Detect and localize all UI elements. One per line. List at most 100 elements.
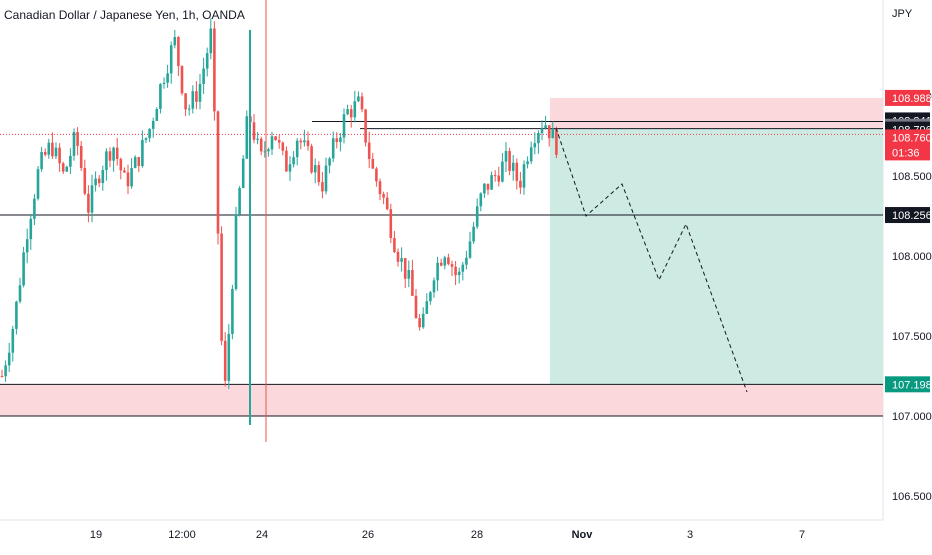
candle-body bbox=[119, 159, 123, 171]
candle-body bbox=[511, 162, 515, 171]
candle-body bbox=[313, 165, 317, 173]
symbol-legend: Canadian Dollar / Japanese Yen, 1h, OAND… bbox=[4, 8, 245, 22]
candle-body bbox=[61, 163, 65, 172]
candle-body bbox=[184, 93, 187, 110]
candle-body bbox=[447, 257, 450, 265]
candle-body bbox=[367, 142, 371, 159]
candle-body bbox=[277, 140, 281, 143]
candle-body bbox=[493, 175, 497, 177]
candle-body bbox=[234, 214, 238, 290]
price-label: 107.198 bbox=[892, 379, 932, 391]
candle-body bbox=[547, 125, 551, 139]
candle-body bbox=[429, 292, 432, 302]
candle-body bbox=[7, 352, 11, 366]
candle-body bbox=[123, 170, 126, 173]
candle-body bbox=[238, 188, 241, 215]
candle-body bbox=[159, 84, 162, 110]
candle-body bbox=[479, 193, 483, 207]
candle-body bbox=[43, 151, 47, 155]
candle-body bbox=[202, 68, 205, 85]
candle-body bbox=[468, 241, 472, 258]
support-zone bbox=[0, 384, 883, 416]
candle-body bbox=[108, 151, 112, 161]
candle-body bbox=[292, 157, 295, 165]
x-tick-label: Nov bbox=[572, 529, 594, 541]
candle-body bbox=[151, 120, 155, 129]
candle-body bbox=[288, 164, 292, 172]
candle-body bbox=[166, 73, 169, 83]
candle-body bbox=[472, 226, 475, 242]
price-label-box bbox=[885, 207, 930, 224]
candle-body bbox=[436, 262, 439, 281]
candle-body bbox=[241, 158, 245, 189]
candle-body bbox=[115, 147, 119, 160]
candle-body bbox=[457, 271, 461, 276]
y-tick-label: 107.000 bbox=[892, 411, 932, 423]
candle-body bbox=[375, 168, 378, 182]
candle-body bbox=[454, 266, 457, 276]
candle-body bbox=[65, 166, 69, 172]
candle-body bbox=[533, 143, 537, 148]
candles bbox=[0, 18, 558, 389]
candle-body bbox=[357, 96, 360, 102]
candle-body bbox=[83, 167, 87, 194]
position-target-zone bbox=[550, 128, 883, 385]
candle-body bbox=[385, 197, 389, 210]
candle-body bbox=[29, 218, 33, 240]
candle-body bbox=[303, 140, 306, 143]
candle-body bbox=[101, 170, 105, 184]
candle-body bbox=[72, 132, 76, 156]
candle-body bbox=[544, 125, 547, 129]
candle-body bbox=[382, 194, 385, 198]
candle-body bbox=[414, 295, 418, 319]
candle-body bbox=[439, 262, 443, 266]
candle-body bbox=[126, 172, 130, 187]
candle-body bbox=[270, 136, 274, 150]
candle-body bbox=[105, 151, 108, 171]
projected-path bbox=[555, 127, 748, 393]
candle-body bbox=[335, 138, 339, 143]
candle-body bbox=[252, 122, 256, 140]
candle-body bbox=[263, 151, 267, 153]
candle-body bbox=[173, 37, 177, 46]
candle-body bbox=[339, 137, 342, 143]
candle-body bbox=[328, 158, 331, 166]
candle-body bbox=[130, 167, 133, 187]
candle-body bbox=[220, 233, 223, 341]
candle-body bbox=[432, 280, 436, 293]
candle-body bbox=[177, 37, 180, 67]
candle-body bbox=[450, 264, 454, 267]
candle-body bbox=[353, 101, 357, 118]
candle-body bbox=[371, 158, 375, 169]
y-tick-label: 106.500 bbox=[892, 491, 932, 503]
candle-body bbox=[76, 132, 79, 146]
candle-body bbox=[141, 139, 144, 167]
x-tick-label: 7 bbox=[799, 529, 805, 541]
x-tick-label: 3 bbox=[687, 529, 693, 541]
x-tick-label: 24 bbox=[256, 529, 268, 541]
candle-body bbox=[162, 82, 166, 85]
candle-body bbox=[245, 116, 249, 159]
candle-body bbox=[486, 183, 490, 190]
candle-body bbox=[47, 142, 51, 155]
candle-body bbox=[519, 180, 522, 188]
candle-body bbox=[324, 165, 328, 192]
price-label-box bbox=[885, 144, 930, 161]
candle-body bbox=[540, 128, 544, 134]
candle-body bbox=[133, 157, 137, 168]
candle-body bbox=[205, 53, 209, 69]
candle-body bbox=[483, 183, 486, 194]
candle-body bbox=[18, 285, 22, 302]
candle-body bbox=[216, 111, 220, 234]
candle-body bbox=[267, 149, 270, 152]
price-label-box bbox=[885, 89, 930, 106]
candle-body bbox=[551, 128, 555, 139]
candle-body bbox=[148, 128, 151, 139]
candle-body bbox=[349, 109, 353, 118]
candle-body bbox=[40, 151, 43, 170]
candle-body bbox=[285, 150, 288, 172]
candle-body bbox=[321, 182, 324, 192]
candle-body bbox=[22, 252, 25, 286]
